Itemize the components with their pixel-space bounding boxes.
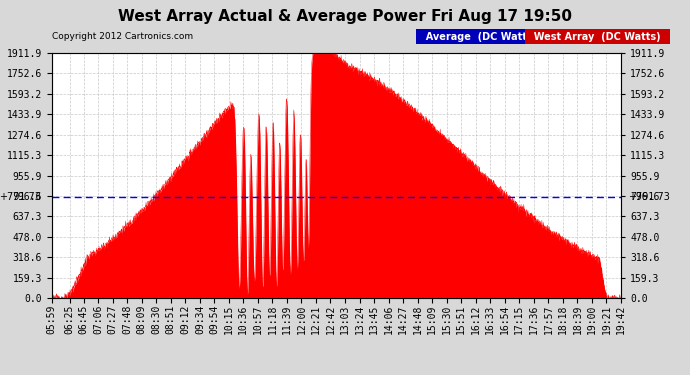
Text: +791.73: +791.73 <box>0 192 41 202</box>
Text: West Array Actual & Average Power Fri Aug 17 19:50: West Array Actual & Average Power Fri Au… <box>118 9 572 24</box>
Text: Average  (DC Watts): Average (DC Watts) <box>419 32 544 42</box>
Text: Copyright 2012 Cartronics.com: Copyright 2012 Cartronics.com <box>52 32 193 40</box>
Text: +791.73: +791.73 <box>628 192 670 202</box>
Text: West Array  (DC Watts): West Array (DC Watts) <box>527 32 667 42</box>
